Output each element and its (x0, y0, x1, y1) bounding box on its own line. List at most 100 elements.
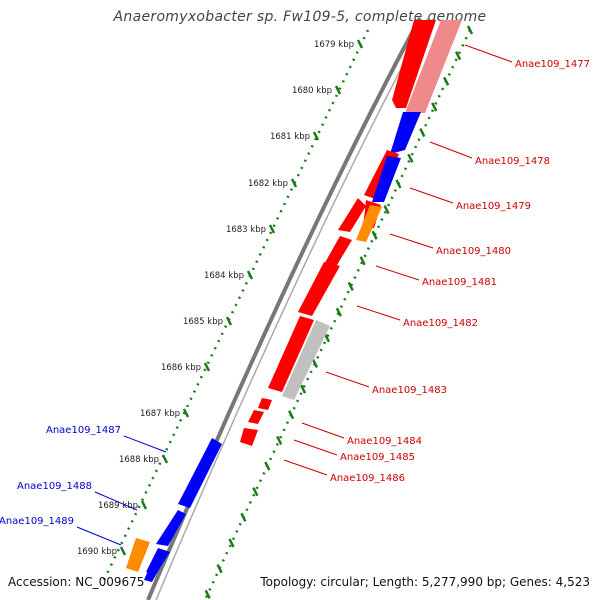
gene-label: Anae109_1479 (456, 201, 531, 212)
scale-label: 1690 kbp (77, 547, 117, 557)
scale-label: 1679 kbp (314, 40, 354, 50)
scale-tick (407, 153, 414, 163)
outer-scale-track (102, 29, 370, 581)
gene-leader-line (429, 141, 473, 159)
scale-tick (204, 589, 211, 599)
accession-text: Accession: NC_009675 (8, 575, 145, 589)
scale-label: 1687 kbp (140, 409, 180, 419)
scale-tick (299, 384, 307, 394)
scale-tick (466, 25, 474, 35)
gene-label: Anae109_1482 (403, 318, 478, 329)
scale-tick (347, 281, 354, 292)
gene-arrow (248, 410, 264, 424)
scale-label: 1682 kbp (248, 179, 288, 189)
scale-label: 1684 kbp (204, 271, 244, 281)
gene-label: Anae109_1487 (46, 425, 121, 436)
scale-tick (431, 102, 438, 112)
scale-tick (383, 204, 390, 215)
scale-tick (359, 256, 366, 266)
gene-features (126, 20, 462, 582)
scale-dotted-line (203, 29, 472, 600)
gene-arrow (405, 20, 462, 113)
scale-label: 1685 kbp (183, 317, 223, 327)
gene-leader-line (356, 305, 401, 321)
scale-tick (454, 51, 462, 61)
backbone-line (155, 17, 429, 600)
scale-tick (371, 230, 378, 240)
gene-arrow (298, 262, 340, 316)
gene-leader-line (94, 491, 138, 511)
scale-label: 1681 kbp (270, 132, 310, 142)
gene-label: Anae109_1485 (340, 452, 415, 463)
gene-leader-line (293, 439, 338, 456)
scale-tick (276, 435, 283, 445)
scale-tick (182, 408, 190, 418)
scale-tick (228, 538, 235, 548)
gene-arrow (390, 112, 421, 154)
scale-tick (203, 362, 211, 372)
gene-arrow (178, 438, 222, 508)
gene-arrow (126, 538, 150, 572)
scale-tick (264, 461, 271, 471)
scale-tick (443, 76, 450, 86)
gene-arrow (282, 320, 330, 400)
scale-label: 1686 kbp (161, 363, 201, 373)
gene-leader-line (464, 44, 513, 63)
gene-leader-line (123, 435, 167, 453)
gene-leader-line (283, 459, 328, 476)
scale-label: 1680 kbp (292, 86, 332, 96)
scale-tick (216, 564, 223, 574)
gene-label: Anae109_1488 (17, 481, 92, 492)
scale-tick (419, 128, 426, 138)
scale-tick (334, 85, 342, 95)
scale-tick (140, 500, 148, 510)
gene-arrow (258, 398, 272, 410)
topology-text: Topology: circular; Length: 5,277,990 bp… (260, 575, 590, 589)
gene-arrow (144, 566, 160, 582)
scale-tick (312, 131, 320, 141)
gene-label: Anae109_1486 (330, 473, 405, 484)
gene-arrow (338, 198, 366, 232)
gene-leader-line (325, 371, 370, 388)
gene-labels: Anae109_1477 Anae109_1478 Anae109_1479 Anae… (0, 44, 590, 546)
gene-label: Anae109_1483 (372, 385, 447, 396)
gene-arrow (356, 205, 382, 242)
scale-tick (268, 224, 276, 234)
scale-label: 1683 kbp (226, 225, 266, 235)
gene-arrow (156, 510, 186, 546)
scale-label: 1688 kbp (119, 455, 159, 465)
scale-labels: 1679 kbp 1680 kbp 1681 kbp 1682 kbp 1683 kbp… (77, 40, 354, 557)
gene-leader-line (76, 526, 122, 546)
gene-label: Anae109_1481 (422, 277, 497, 288)
scale-tick (288, 410, 295, 420)
scale-tick (252, 487, 259, 497)
scale-tick (323, 333, 331, 343)
scale-tick (335, 307, 342, 317)
gene-label: Anae109_1477 (515, 59, 590, 70)
scale-tick (119, 546, 127, 556)
gene-label: Anae109_1480 (436, 246, 511, 257)
gene-label: Anae109_1478 (475, 156, 550, 167)
genome-backbone (146, 17, 429, 600)
scale-tick (290, 178, 298, 188)
gene-label: Anae109_1489 (0, 516, 74, 527)
scale-tick (311, 358, 319, 369)
gene-leader-line (409, 187, 454, 204)
gene-arrow (240, 428, 258, 446)
gene-label: Anae109_1484 (347, 436, 422, 447)
gene-leader-line (375, 265, 420, 281)
map-title: Anaeromyxobacter sp. Fw109-5, complete g… (113, 9, 487, 25)
gene-leader-line (301, 422, 345, 439)
scale-label: 1689 kbp (98, 501, 138, 511)
gene-arrow (268, 316, 314, 392)
gene-leader-line (389, 233, 434, 249)
scale-dotted-line (102, 29, 370, 581)
gene-arrow (322, 236, 352, 270)
gene-arrow (372, 156, 401, 202)
scale-tick (161, 454, 169, 464)
scale-tick (246, 270, 254, 280)
gene-arrow (392, 20, 436, 108)
scale-tick (240, 512, 247, 522)
